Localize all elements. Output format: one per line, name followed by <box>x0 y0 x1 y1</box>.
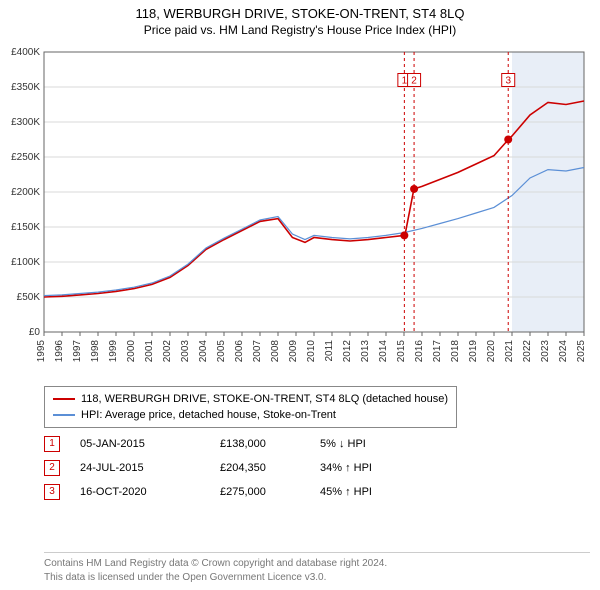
x-tick-label: 2001 <box>144 340 155 363</box>
x-tick-label: 2011 <box>324 340 335 362</box>
y-tick-label: £150K <box>11 222 40 233</box>
x-tick-label: 2025 <box>576 340 587 363</box>
marker-row-date: 24-JUL-2015 <box>80 462 220 474</box>
x-tick-label: 2021 <box>504 340 515 363</box>
x-tick-label: 2015 <box>396 340 407 363</box>
marker-row: 1 05-JAN-2015£138,0005% ↓ HPI <box>44 432 440 456</box>
x-tick-label: 2005 <box>216 340 227 363</box>
x-tick-label: 1995 <box>36 340 47 363</box>
marker-dot <box>400 231 408 239</box>
marker-row-pct: 34% ↑ HPI <box>320 462 440 474</box>
marker-row-price: £138,000 <box>220 438 320 450</box>
x-tick-label: 2017 <box>432 340 443 363</box>
y-tick-label: £200K <box>11 187 40 198</box>
legend-item: 118, WERBURGH DRIVE, STOKE-ON-TRENT, ST4… <box>53 391 448 407</box>
y-tick-label: £350K <box>11 82 40 93</box>
x-tick-label: 2010 <box>306 340 317 363</box>
marker-dot <box>410 185 418 193</box>
x-tick-label: 2022 <box>522 340 533 363</box>
marker-row-price: £275,000 <box>220 486 320 498</box>
page-title: 118, WERBURGH DRIVE, STOKE-ON-TRENT, ST4… <box>0 0 600 21</box>
marker-number: 1 <box>402 76 408 87</box>
x-tick-label: 1996 <box>54 340 65 363</box>
x-tick-label: 2007 <box>252 340 263 363</box>
x-tick-label: 2013 <box>360 340 371 363</box>
x-tick-label: 1999 <box>108 340 119 363</box>
marker-row-number: 2 <box>44 460 60 476</box>
x-tick-label: 2016 <box>414 340 425 363</box>
y-tick-label: £400K <box>11 47 40 58</box>
legend-item: HPI: Average price, detached house, Stok… <box>53 407 448 423</box>
series-line <box>44 101 584 297</box>
x-tick-label: 2012 <box>342 340 353 363</box>
x-tick-label: 2004 <box>198 340 209 363</box>
x-tick-label: 2003 <box>180 340 191 363</box>
y-tick-label: £50K <box>17 292 41 303</box>
x-tick-label: 2008 <box>270 340 281 363</box>
x-tick-label: 1997 <box>72 340 83 363</box>
marker-row-price: £204,350 <box>220 462 320 474</box>
y-tick-label: £100K <box>11 257 40 268</box>
x-tick-label: 2002 <box>162 340 173 363</box>
marker-row-number: 1 <box>44 436 60 452</box>
x-tick-label: 2000 <box>126 340 137 363</box>
y-tick-label: £0 <box>29 327 41 338</box>
license-text: Contains HM Land Registry data © Crown c… <box>44 552 590 584</box>
x-tick-label: 1998 <box>90 340 101 363</box>
page-subtitle: Price paid vs. HM Land Registry's House … <box>0 21 600 37</box>
marker-row: 3 16-OCT-2020£275,00045% ↑ HPI <box>44 480 440 504</box>
x-tick-label: 2023 <box>540 340 551 363</box>
marker-row: 2 24-JUL-2015£204,35034% ↑ HPI <box>44 456 440 480</box>
marker-row-pct: 45% ↑ HPI <box>320 486 440 498</box>
legend-label: 118, WERBURGH DRIVE, STOKE-ON-TRENT, ST4… <box>81 393 448 405</box>
chart-legend: 118, WERBURGH DRIVE, STOKE-ON-TRENT, ST4… <box>44 386 457 428</box>
marker-row-number: 3 <box>44 484 60 500</box>
x-tick-label: 2020 <box>486 340 497 363</box>
marker-dot <box>504 136 512 144</box>
legend-label: HPI: Average price, detached house, Stok… <box>81 409 336 421</box>
legend-swatch <box>53 414 75 416</box>
y-tick-label: £250K <box>11 152 40 163</box>
marker-number: 3 <box>505 76 511 87</box>
x-tick-label: 2018 <box>450 340 461 363</box>
x-tick-label: 2006 <box>234 340 245 363</box>
y-tick-label: £300K <box>11 117 40 128</box>
legend-swatch <box>53 398 75 400</box>
x-tick-label: 2009 <box>288 340 299 363</box>
x-tick-label: 2019 <box>468 340 479 363</box>
marker-table: 1 05-JAN-2015£138,0005% ↓ HPI 2 24-JUL-2015… <box>44 432 440 504</box>
x-tick-label: 2024 <box>558 340 569 363</box>
price-chart: £0 £50K £100K £150K £200K £250K £300K £350K £400… <box>0 44 600 374</box>
license-line1: Contains HM Land Registry data © Crown c… <box>44 558 387 569</box>
marker-row-date: 05-JAN-2015 <box>80 438 220 450</box>
marker-number: 2 <box>411 76 417 87</box>
series-line <box>44 168 584 296</box>
marker-row-date: 16-OCT-2020 <box>80 486 220 498</box>
x-tick-label: 2014 <box>378 340 389 363</box>
marker-row-pct: 5% ↓ HPI <box>320 438 440 450</box>
license-line2: This data is licensed under the Open Gov… <box>44 572 326 583</box>
